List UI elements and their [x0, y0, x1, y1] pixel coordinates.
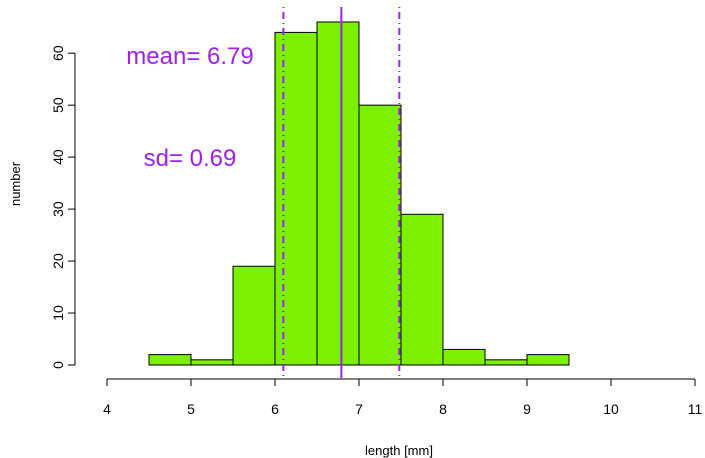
y-tick-label: 0	[50, 361, 66, 369]
y-axis-title: number	[8, 161, 23, 206]
histogram-bar-7	[442, 348, 486, 366]
histogram-bar-3	[274, 31, 318, 366]
histogram-bar-2	[232, 265, 276, 366]
y-tick-label: 40	[50, 149, 66, 165]
bars-layer	[148, 21, 570, 366]
histogram-bar-5	[358, 104, 402, 366]
x-tick-label: 11	[688, 401, 703, 417]
y-tick-label: 30	[50, 201, 66, 217]
histogram-bar-8	[484, 359, 528, 366]
mean-annotation: mean= 6.79	[126, 43, 253, 70]
histogram-bar-1	[190, 359, 234, 366]
x-tick-label: 5	[187, 401, 195, 417]
histogram-bar-0	[148, 354, 192, 366]
histogram-bar-6	[400, 213, 444, 366]
histogram-bar-9	[526, 354, 570, 366]
y-tick-label: 60	[50, 45, 66, 61]
histogram-bar-4	[316, 21, 360, 366]
y-tick-label: 10	[50, 305, 66, 321]
y-tick-label: 20	[50, 253, 66, 269]
x-axis-title: length [mm]	[365, 443, 433, 458]
y-tick-label: 50	[50, 97, 66, 113]
x-tick-label: 4	[103, 401, 111, 417]
x-tick-label: 9	[523, 401, 531, 417]
x-axis: 4 5 6 7 8 9 10 11	[103, 378, 703, 417]
x-tick-label: 6	[271, 401, 279, 417]
x-tick-label: 8	[439, 401, 447, 417]
y-axis: 0 10 20 30 40 50 60	[50, 45, 76, 369]
sd-annotation: sd= 0.69	[144, 145, 237, 172]
x-tick-label: 10	[603, 401, 619, 417]
x-tick-label: 7	[355, 401, 363, 417]
reference-lines-layer	[282, 7, 401, 378]
